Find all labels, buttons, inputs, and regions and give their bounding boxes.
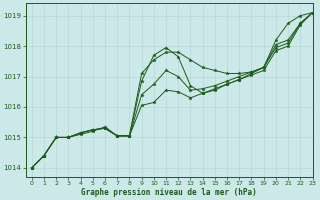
X-axis label: Graphe pression niveau de la mer (hPa): Graphe pression niveau de la mer (hPa) (81, 188, 257, 197)
